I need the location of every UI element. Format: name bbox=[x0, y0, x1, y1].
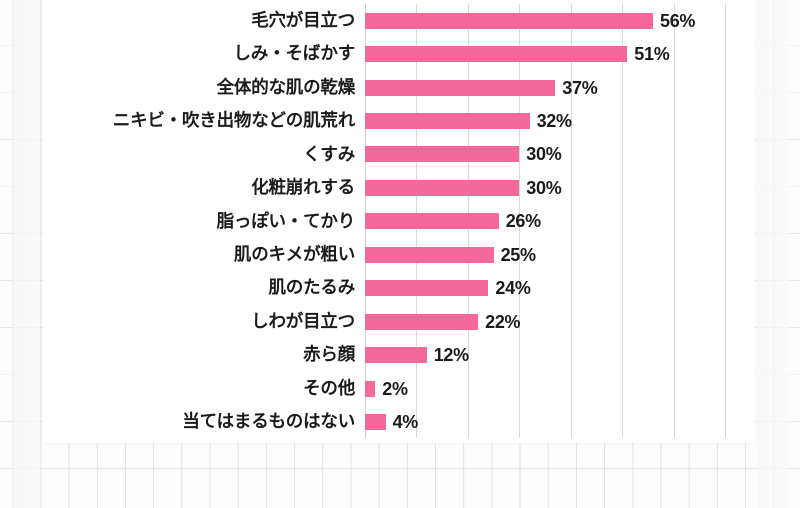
bar-row: 毛穴が目立つ 56% bbox=[251, 4, 725, 37]
value-label: 26% bbox=[505, 211, 541, 232]
category-label: 毛穴が目立つ bbox=[251, 9, 355, 30]
value-label: 24% bbox=[495, 278, 531, 299]
category-label: しわが目立つ bbox=[251, 310, 355, 331]
bar bbox=[365, 179, 520, 196]
category-label: 肌のたるみ bbox=[268, 277, 356, 298]
bar bbox=[365, 380, 376, 397]
bar-rows: 毛穴が目立つ 56% しみ・そばかす 51% 全体的な肌の乾燥 37% ニキビ・吹き出物など… bbox=[113, 4, 725, 439]
bar bbox=[365, 146, 520, 163]
spreadsheet-column-right bbox=[757, 0, 790, 508]
category-label: 赤ら顔 bbox=[303, 344, 355, 365]
bar-row: しみ・そばかす 51% bbox=[234, 37, 725, 70]
value-label: 12% bbox=[433, 345, 469, 366]
bar-chart-plot-area: 毛穴が目立つ 56% しみ・そばかす 51% 全体的な肌の乾燥 37% ニキビ・吹き出物など… bbox=[113, 4, 726, 439]
value-label: 30% bbox=[526, 177, 562, 198]
bar bbox=[365, 280, 489, 297]
category-label: しみ・そばかす bbox=[233, 43, 356, 64]
category-label: 脂っぽい・てかり bbox=[216, 210, 356, 231]
bar bbox=[365, 213, 499, 230]
bar-row: 全体的な肌の乾燥 37% bbox=[217, 71, 725, 104]
bar bbox=[365, 413, 386, 430]
value-label: 30% bbox=[526, 144, 562, 165]
category-label: その他 bbox=[303, 377, 355, 398]
bar-row: 当てはまるものはない 4% bbox=[182, 405, 725, 438]
gridline-70 bbox=[725, 4, 726, 438]
bar bbox=[365, 113, 530, 130]
bar bbox=[365, 46, 628, 63]
value-label: 56% bbox=[660, 10, 696, 31]
bar-row: 化粧崩れする 30% bbox=[251, 171, 725, 204]
gridline-60 bbox=[673, 4, 675, 438]
value-label: 4% bbox=[392, 411, 419, 432]
chart-canvas: 毛穴が目立つ 56% しみ・そばかす 51% 全体的な肌の乾燥 37% ニキビ・吹き出物など… bbox=[43, 0, 755, 443]
bar-row: 脂っぽい・てかり 26% bbox=[217, 205, 725, 238]
value-label: 22% bbox=[485, 311, 521, 332]
bar-row: しわが目立つ 22% bbox=[251, 305, 725, 338]
gridline-40 bbox=[570, 4, 572, 438]
bar-row: くすみ 30% bbox=[303, 138, 725, 171]
bar-row: ニキビ・吹き出物などの肌荒れ 32% bbox=[113, 104, 725, 137]
category-label: 化粧崩れする bbox=[251, 177, 355, 198]
bar bbox=[365, 79, 556, 96]
value-label: 37% bbox=[562, 77, 598, 98]
value-label: 2% bbox=[382, 378, 408, 399]
spreadsheet-column-left bbox=[12, 0, 40, 508]
bar bbox=[365, 347, 427, 364]
bar bbox=[365, 12, 653, 29]
category-label: 肌のキメが粗い bbox=[233, 244, 355, 265]
gridline-50 bbox=[622, 4, 624, 438]
value-label: 51% bbox=[634, 44, 670, 65]
category-label: ニキビ・吹き出物などの肌荒れ bbox=[112, 110, 355, 131]
category-label: 当てはまるものはない bbox=[182, 411, 355, 432]
bar-row: 肌のたるみ 24% bbox=[269, 272, 725, 305]
gridline-30 bbox=[519, 4, 521, 438]
value-label: 25% bbox=[500, 244, 536, 265]
bar-row: 赤ら顔 12% bbox=[303, 338, 725, 371]
category-label: くすみ bbox=[303, 143, 355, 164]
bar-row: その他 2% bbox=[303, 372, 725, 405]
value-label: 32% bbox=[536, 111, 572, 132]
bar-row: 肌のキメが粗い 25% bbox=[234, 238, 725, 271]
category-label: 全体的な肌の乾燥 bbox=[216, 76, 356, 97]
bar bbox=[365, 246, 494, 263]
bar bbox=[365, 313, 479, 330]
